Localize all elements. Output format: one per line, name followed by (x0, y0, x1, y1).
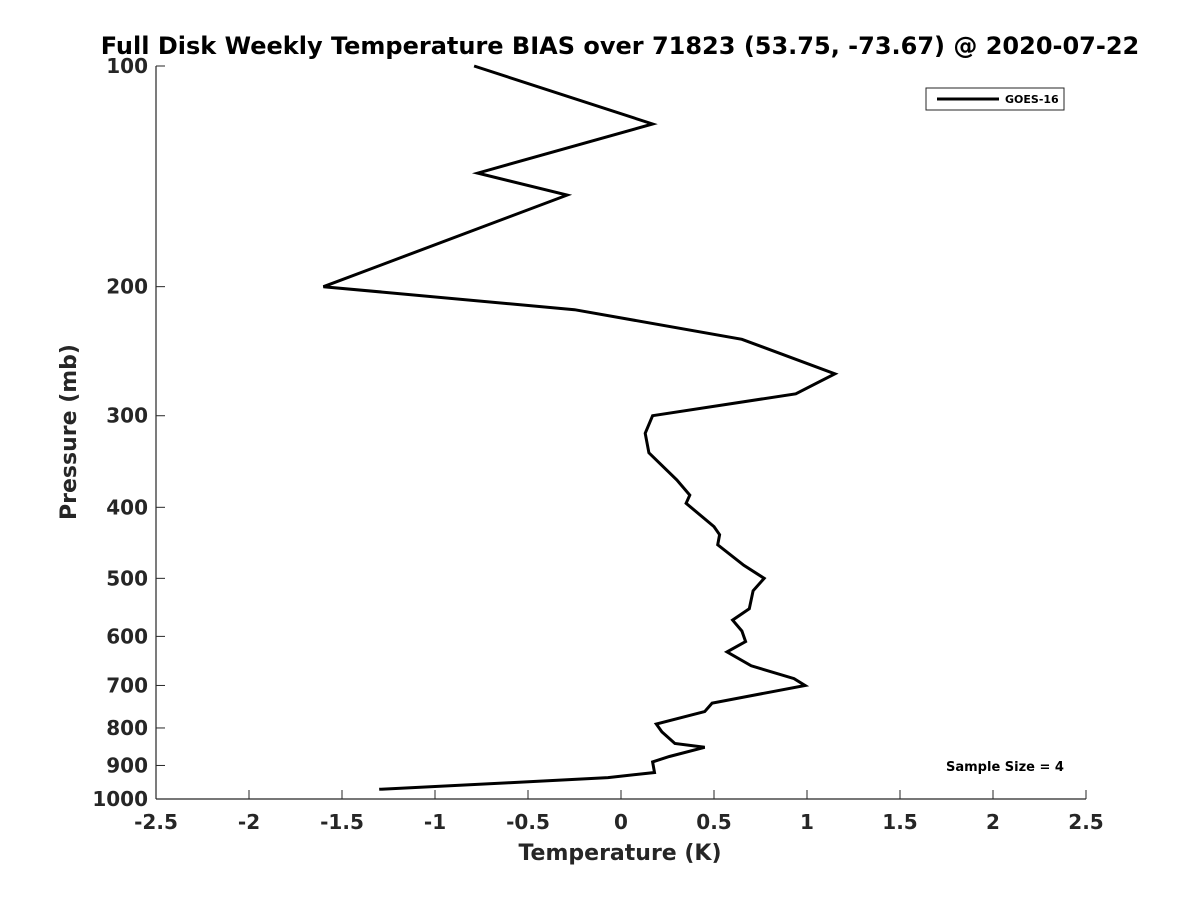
y-tick-label: 900 (106, 753, 148, 777)
x-tick-label: 2.5 (1068, 810, 1103, 834)
axes (155, 66, 1086, 800)
x-tick-label: -1.5 (320, 810, 364, 834)
y-tick-label: 700 (106, 673, 148, 697)
y-tick-label: 500 (106, 566, 148, 590)
x-tick-label: 0 (614, 810, 628, 834)
y-tick-label: 800 (106, 716, 148, 740)
x-tick-label: 0.5 (696, 810, 731, 834)
y-axis-label: Pressure (mb) (57, 344, 82, 520)
x-tick-label: 1 (800, 810, 814, 834)
x-tick-label: -2 (238, 810, 260, 834)
series-line-goes-16 (322, 64, 839, 791)
y-tick-label: 1000 (92, 787, 148, 811)
legend-label-goes-16: GOES-16 (1005, 93, 1059, 106)
y-tick-label: 200 (106, 275, 148, 299)
x-tick-label: -1 (424, 810, 446, 834)
y-axis-ticks: 100 200 300 400 500 600 700 800 900 1000 (92, 54, 165, 811)
y-tick-label: 100 (106, 54, 148, 78)
y-tick-label: 600 (106, 624, 148, 648)
x-axis-label: Temperature (K) (518, 841, 721, 866)
x-tick-label: -0.5 (506, 810, 550, 834)
x-axis-ticks: -2.5 -2 -1.5 -1 -0.5 0 0.5 1 1.5 2 2.5 (134, 790, 1104, 834)
x-tick-label: 1.5 (882, 810, 917, 834)
legend: GOES-16 (925, 87, 1065, 111)
x-tick-label: -2.5 (134, 810, 178, 834)
y-tick-label: 300 (106, 404, 148, 428)
series-layer (322, 64, 839, 791)
sample-size-annotation: Sample Size = 4 (946, 760, 1064, 775)
chart-title: Full Disk Weekly Temperature BIAS over 7… (101, 32, 1140, 60)
x-tick-label: 2 (986, 810, 1000, 834)
y-tick-label: 400 (106, 495, 148, 519)
